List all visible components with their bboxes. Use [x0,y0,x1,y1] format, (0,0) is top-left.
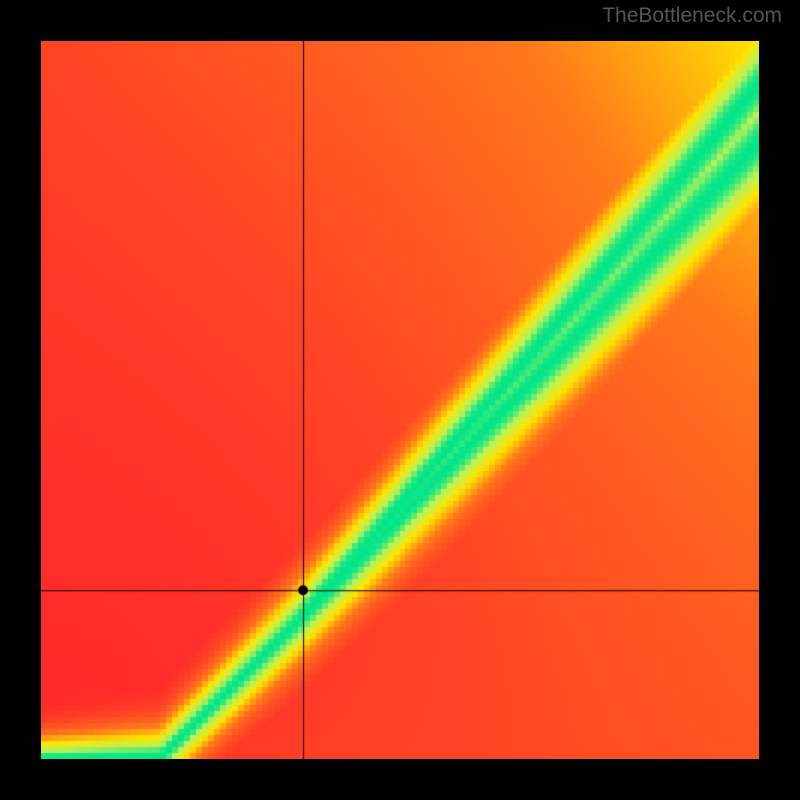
chart-container: TheBottleneck.com [0,0,800,800]
heatmap-canvas [41,41,759,759]
heatmap-plot [41,41,759,759]
watermark-label: TheBottleneck.com [602,4,782,28]
